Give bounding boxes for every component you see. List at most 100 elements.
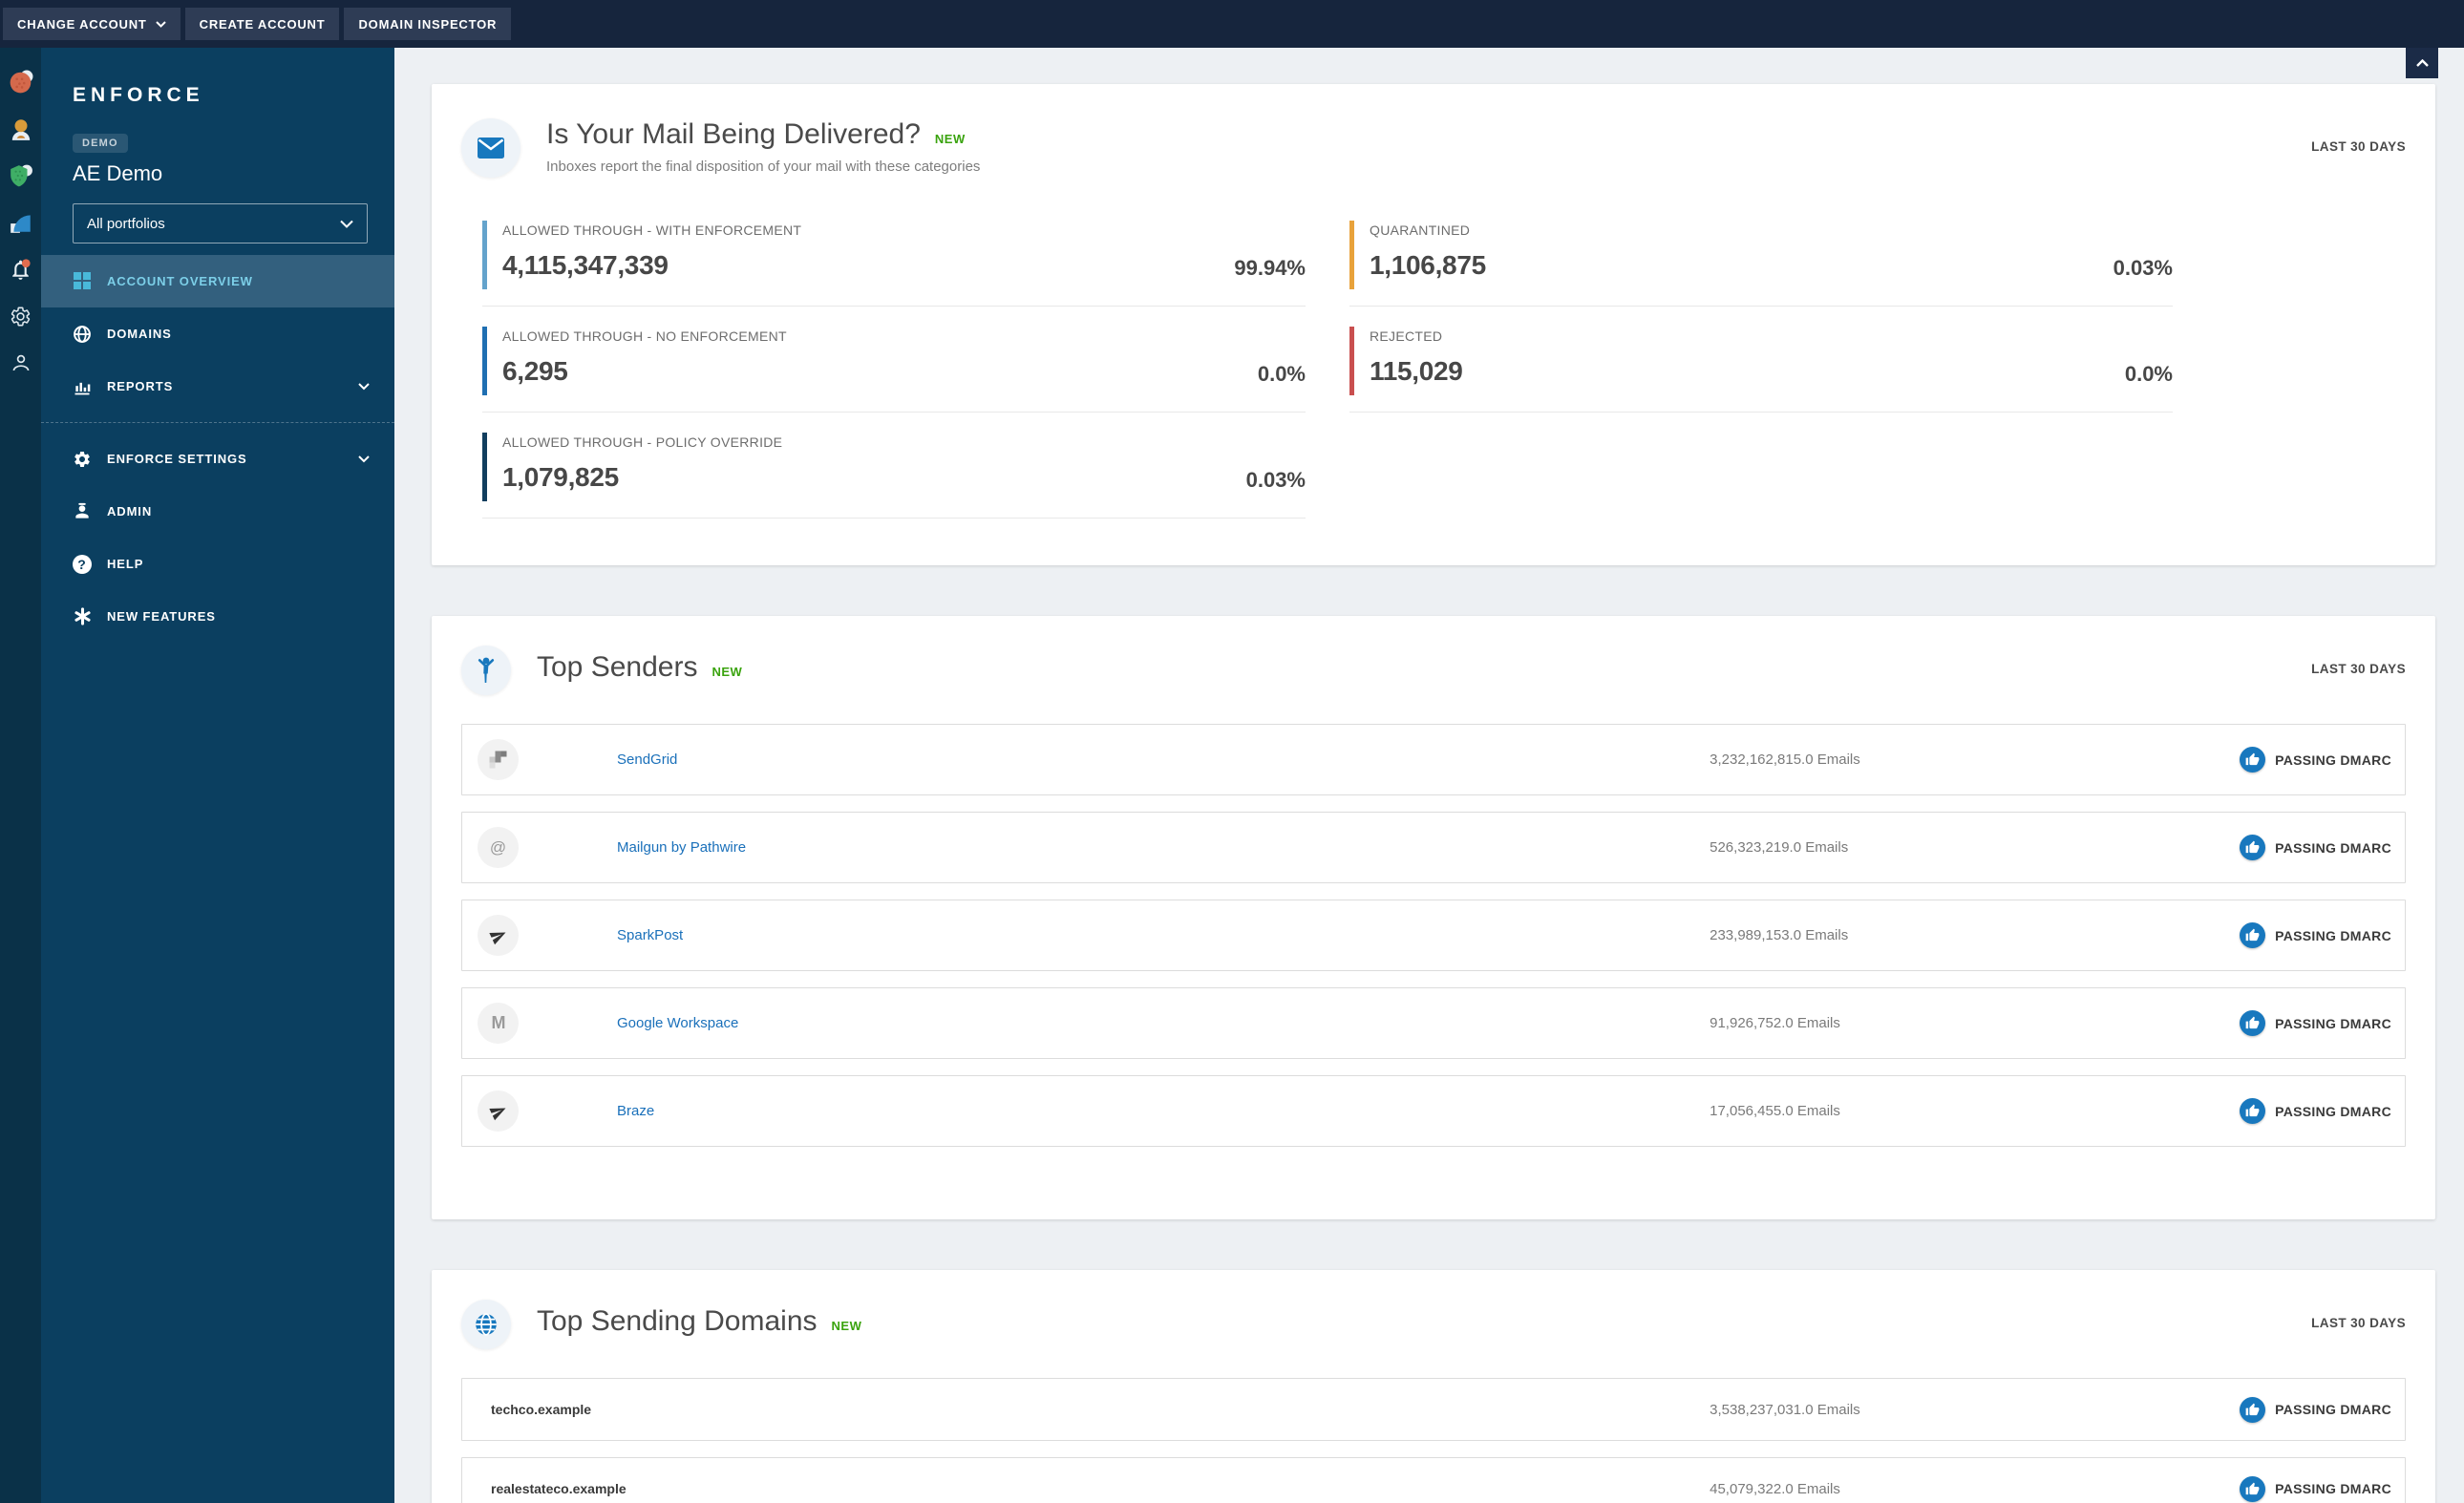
domains-list: techco.example 3,538,237,031.0 Emails PA… — [461, 1378, 2406, 1503]
globe-icon — [461, 1300, 511, 1349]
dmarc-status-badge: PASSING DMARC — [2240, 1010, 2391, 1036]
paper-plane-icon — [478, 915, 519, 956]
period-label: LAST 30 DAYS — [2311, 139, 2406, 154]
shield-product-icon[interactable] — [9, 163, 33, 188]
sender-name-link[interactable]: Google Workspace — [617, 1015, 739, 1031]
top-senders-card: Top Senders NEW LAST 30 DAYS SendGrid 3,… — [432, 616, 2435, 1219]
stat-value: 1,106,875 — [1370, 250, 1486, 280]
sidebar-item-new-features[interactable]: NEW FEATURES — [41, 590, 394, 643]
sidebar-item-account-overview[interactable]: ACCOUNT OVERVIEW — [41, 255, 394, 307]
gear-icon — [73, 450, 92, 469]
senders-list: SendGrid 3,232,162,815.0 Emails PASSING … — [461, 724, 2406, 1147]
stat-label: QUARANTINED — [1370, 222, 1471, 238]
asterisk-icon — [73, 607, 92, 626]
user-profile-icon[interactable] — [9, 350, 33, 375]
create-account-button[interactable]: CREATE ACCOUNT — [184, 8, 340, 40]
dmarc-status-badge: PASSING DMARC — [2240, 1098, 2391, 1124]
sender-row: Braze 17,056,455.0 Emails PASSING DMARC — [461, 1075, 2406, 1147]
sidebar-item-help[interactable]: ? HELP — [41, 538, 394, 590]
delivery-card: Is Your Mail Being Delivered? NEW Inboxe… — [432, 84, 2435, 565]
stat-percent: 0.03% — [1245, 468, 1306, 492]
topbar: CHANGE ACCOUNT CREATE ACCOUNT DOMAIN INS… — [0, 0, 2464, 48]
sender-row: @ Mailgun by Pathwire 526,323,219.0 Emai… — [461, 812, 2406, 883]
sidebar-item-label: DOMAINS — [107, 327, 172, 341]
dmarc-status-label: PASSING DMARC — [2275, 1481, 2391, 1496]
thumbs-up-icon — [2240, 1396, 2266, 1423]
stat-rejected: REJECTED 115,029 0.0% — [1349, 327, 2173, 413]
change-account-button[interactable]: CHANGE ACCOUNT — [3, 8, 181, 40]
domain-name: realestateco.example — [491, 1481, 627, 1496]
thumbs-up-icon — [2240, 1475, 2266, 1502]
chevron-down-icon — [155, 20, 166, 28]
sender-name-link[interactable]: Mailgun by Pathwire — [617, 839, 747, 856]
stat-value: 115,029 — [1370, 356, 1463, 386]
account-name: AE Demo — [73, 161, 163, 185]
sendgrid-logo-icon — [478, 739, 519, 780]
settings-gear-icon[interactable] — [9, 304, 33, 328]
domain-row: techco.example 3,538,237,031.0 Emails PA… — [461, 1378, 2406, 1441]
sidebar-item-label: ENFORCE SETTINGS — [107, 452, 247, 466]
product-sphere-icon[interactable] — [9, 70, 33, 95]
delivery-card-title: Is Your Mail Being Delivered? — [546, 118, 921, 150]
dmarc-status-label: PASSING DMARC — [2275, 752, 2391, 768]
paper-plane-icon — [478, 1090, 519, 1132]
period-label: LAST 30 DAYS — [2311, 1316, 2406, 1330]
portfolio-selector[interactable]: All portfolios — [73, 203, 368, 243]
sidebar-item-label: ADMIN — [107, 504, 153, 519]
chevron-up-icon — [2415, 59, 2429, 67]
domain-inspector-label: DOMAIN INSPECTOR — [358, 16, 498, 32]
stat-value: 1,079,825 — [502, 462, 619, 492]
sidebar-item-label: HELP — [107, 557, 144, 571]
grid-icon — [73, 272, 92, 291]
new-badge: NEW — [934, 132, 966, 146]
sender-name-link[interactable]: SendGrid — [617, 752, 678, 768]
sidebar-divider — [41, 422, 394, 423]
sender-email-count: 17,056,455.0 Emails — [1710, 1103, 1840, 1119]
stat-label: ALLOWED THROUGH - NO ENFORCEMENT — [502, 328, 787, 344]
stat-allowed-with-enforcement: ALLOWED THROUGH - WITH ENFORCEMENT 4,115… — [482, 221, 1306, 307]
bar-chart-icon — [73, 377, 92, 396]
chevron-down-icon — [340, 220, 353, 228]
new-badge: NEW — [712, 665, 743, 679]
sidebar-item-label: ACCOUNT OVERVIEW — [107, 274, 253, 288]
stat-label: REJECTED — [1370, 328, 1443, 344]
scroll-to-top-button[interactable] — [2406, 48, 2438, 78]
gmail-m-icon: M — [478, 1003, 519, 1044]
dmarc-status-badge: PASSING DMARC — [2240, 1475, 2391, 1502]
domain-email-count: 3,538,237,031.0 Emails — [1710, 1401, 1860, 1418]
senders-card-title: Top Senders — [537, 651, 698, 683]
stat-percent: 0.03% — [2113, 256, 2173, 280]
dmarc-status-label: PASSING DMARC — [2275, 1103, 2391, 1119]
dmarc-status-badge: PASSING DMARC — [2240, 835, 2391, 860]
sender-email-count: 3,232,162,815.0 Emails — [1710, 752, 1860, 768]
sidebar-item-admin[interactable]: ADMIN — [41, 485, 394, 538]
delivery-stats-grid: ALLOWED THROUGH - WITH ENFORCEMENT 4,115… — [482, 221, 2406, 539]
globe-icon — [73, 325, 92, 344]
sidebar-item-enforce-settings[interactable]: ENFORCE SETTINGS — [41, 433, 394, 485]
sender-email-count: 233,989,153.0 Emails — [1710, 927, 1849, 943]
sender-email-count: 91,926,752.0 Emails — [1710, 1015, 1840, 1031]
app-switcher-rail — [0, 48, 41, 1503]
analytics-fan-icon[interactable] — [9, 210, 33, 235]
sender-row: SendGrid 3,232,162,815.0 Emails PASSING … — [461, 724, 2406, 795]
chevron-down-icon — [358, 455, 370, 463]
sender-name-link[interactable]: Braze — [617, 1103, 655, 1119]
thumbs-up-icon — [2240, 747, 2266, 773]
sender-name-link[interactable]: SparkPost — [617, 927, 684, 943]
admin-person-icon — [73, 502, 92, 521]
envelope-icon — [461, 118, 520, 178]
sidebar-nav: ACCOUNT OVERVIEW DOMAINS — [41, 255, 394, 643]
domain-inspector-button[interactable]: DOMAIN INSPECTOR — [344, 8, 512, 40]
help-icon: ? — [73, 554, 92, 574]
sender-row: M Google Workspace 91,926,752.0 Emails P… — [461, 987, 2406, 1059]
sidebar-item-label: REPORTS — [107, 379, 174, 393]
dmarc-status-badge: PASSING DMARC — [2240, 922, 2391, 948]
sidebar-item-domains[interactable]: DOMAINS — [41, 307, 394, 360]
account-person-icon[interactable] — [9, 116, 33, 141]
stat-quarantined: QUARANTINED 1,106,875 0.03% — [1349, 221, 2173, 307]
dmarc-status-label: PASSING DMARC — [2275, 1015, 2391, 1031]
create-account-label: CREATE ACCOUNT — [199, 16, 326, 32]
sidebar-item-reports[interactable]: REPORTS — [41, 360, 394, 413]
period-label: LAST 30 DAYS — [2311, 662, 2406, 676]
notifications-bell-icon[interactable] — [9, 257, 33, 282]
